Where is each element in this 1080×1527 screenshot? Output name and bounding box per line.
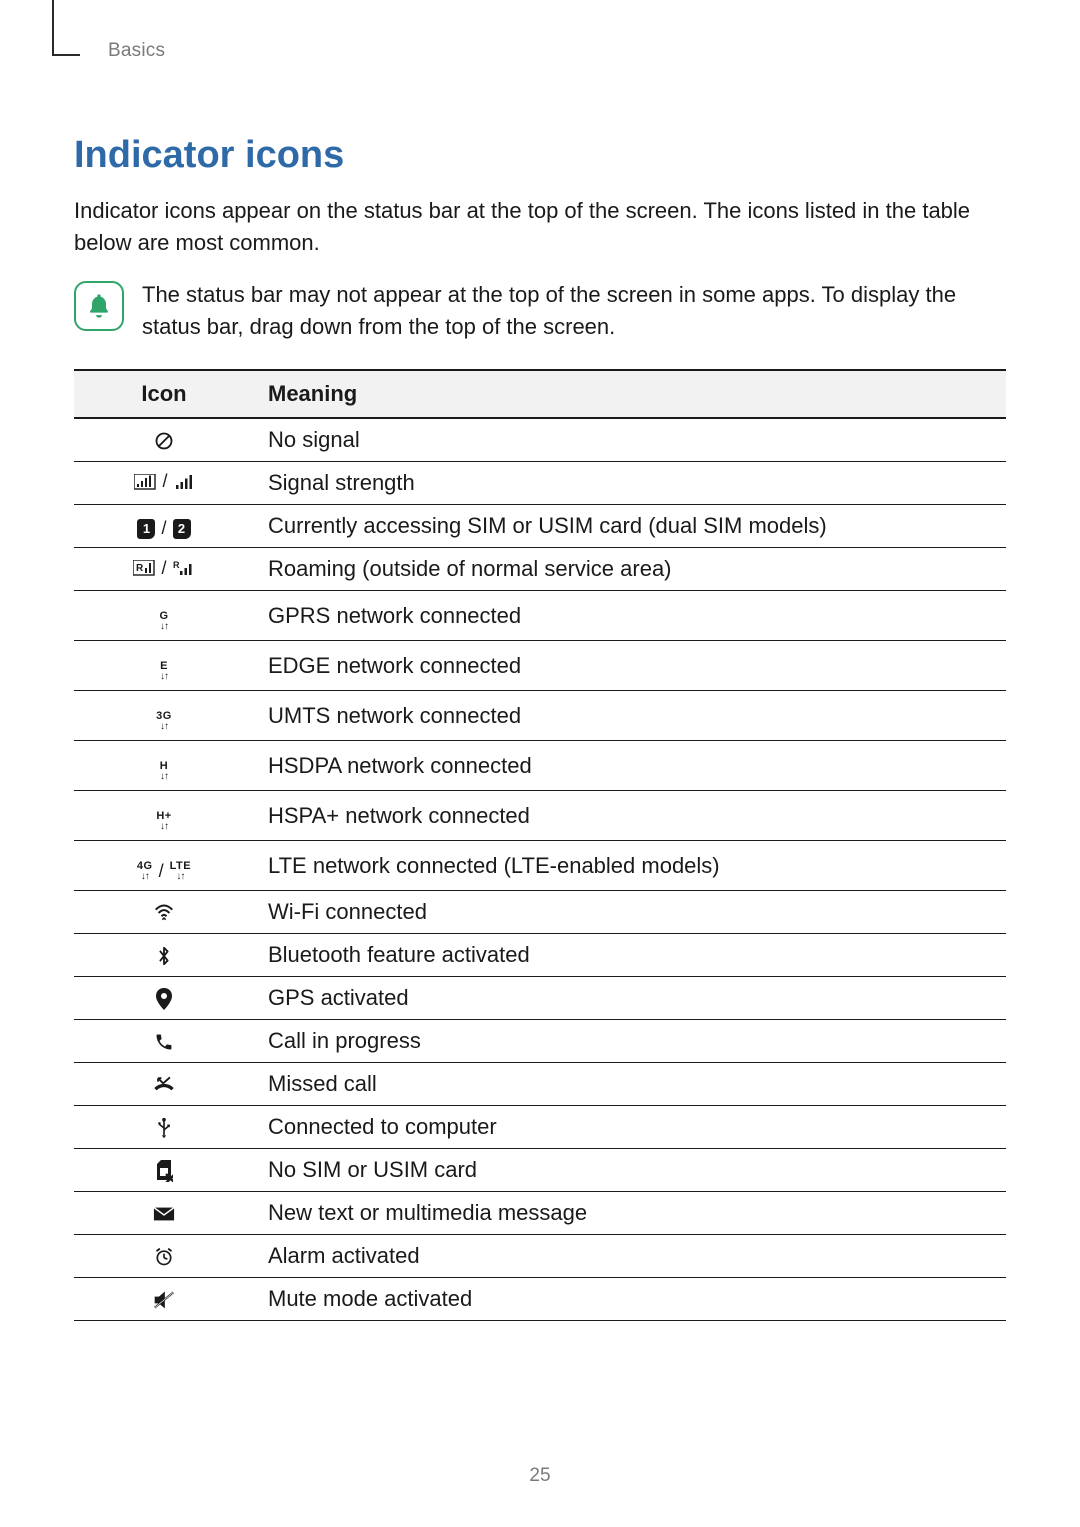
icon-meaning: HSDPA network connected bbox=[254, 741, 1006, 791]
roaming-icon: R/R bbox=[74, 548, 254, 591]
table-row: Mute mode activated bbox=[74, 1278, 1006, 1321]
icon-meaning: Roaming (outside of normal service area) bbox=[254, 548, 1006, 591]
table-row: Connected to computer bbox=[74, 1106, 1006, 1149]
missed-call-icon bbox=[74, 1063, 254, 1106]
svg-text:R: R bbox=[136, 563, 144, 574]
table-row: 1/2Currently accessing SIM or USIM card … bbox=[74, 504, 1006, 548]
icon-meaning: Signal strength bbox=[254, 461, 1006, 504]
icon-meaning: UMTS network connected bbox=[254, 691, 1006, 741]
icon-meaning: Connected to computer bbox=[254, 1106, 1006, 1149]
indicator-icons-table: Icon Meaning No signal/Signal strength1/… bbox=[74, 369, 1006, 1322]
table-row: Call in progress bbox=[74, 1020, 1006, 1063]
icon-meaning: EDGE network connected bbox=[254, 641, 1006, 691]
table-row: H↓↑HSDPA network connected bbox=[74, 741, 1006, 791]
icon-meaning: GPS activated bbox=[254, 977, 1006, 1020]
icon-meaning: Wi-Fi connected bbox=[254, 891, 1006, 934]
alarm-icon bbox=[74, 1235, 254, 1278]
breadcrumb: Basics bbox=[108, 40, 1006, 62]
message-icon bbox=[74, 1192, 254, 1235]
bell-icon bbox=[74, 281, 124, 331]
section-title: Indicator icons bbox=[74, 134, 1006, 177]
mute-icon bbox=[74, 1278, 254, 1321]
table-row: No signal bbox=[74, 418, 1006, 462]
icon-meaning: Currently accessing SIM or USIM card (du… bbox=[254, 504, 1006, 548]
gps-icon bbox=[74, 977, 254, 1020]
wifi-icon bbox=[74, 891, 254, 934]
usb-icon bbox=[74, 1106, 254, 1149]
table-row: 4G↓↑/LTE↓↑LTE network connected (LTE-ena… bbox=[74, 841, 1006, 891]
no-signal-icon bbox=[74, 418, 254, 462]
icon-meaning: Missed call bbox=[254, 1063, 1006, 1106]
hsdpa-icon: H↓↑ bbox=[74, 741, 254, 791]
icon-meaning: Alarm activated bbox=[254, 1235, 1006, 1278]
no-sim-icon bbox=[74, 1149, 254, 1192]
gprs-icon: G↓↑ bbox=[74, 591, 254, 641]
signal-strength-icon: / bbox=[74, 461, 254, 504]
table-row: H+↓↑HSPA+ network connected bbox=[74, 791, 1006, 841]
page-tab-mark bbox=[52, 0, 54, 56]
bluetooth-icon bbox=[74, 934, 254, 977]
hspa-plus-icon: H+↓↑ bbox=[74, 791, 254, 841]
icon-meaning: Call in progress bbox=[254, 1020, 1006, 1063]
icon-meaning: Bluetooth feature activated bbox=[254, 934, 1006, 977]
table-row: Bluetooth feature activated bbox=[74, 934, 1006, 977]
icon-meaning: LTE network connected (LTE-enabled model… bbox=[254, 841, 1006, 891]
page-number: 25 bbox=[0, 1465, 1080, 1487]
col-header-icon: Icon bbox=[74, 370, 254, 418]
table-row: Wi-Fi connected bbox=[74, 891, 1006, 934]
col-header-meaning: Meaning bbox=[254, 370, 1006, 418]
umts-icon: 3G↓↑ bbox=[74, 691, 254, 741]
table-row: GPS activated bbox=[74, 977, 1006, 1020]
table-row: New text or multimedia message bbox=[74, 1192, 1006, 1235]
table-row: Alarm activated bbox=[74, 1235, 1006, 1278]
icon-meaning: No signal bbox=[254, 418, 1006, 462]
table-row: G↓↑GPRS network connected bbox=[74, 591, 1006, 641]
icon-meaning: Mute mode activated bbox=[254, 1278, 1006, 1321]
table-row: Missed call bbox=[74, 1063, 1006, 1106]
icon-meaning: New text or multimedia message bbox=[254, 1192, 1006, 1235]
icon-meaning: HSPA+ network connected bbox=[254, 791, 1006, 841]
call-icon bbox=[74, 1020, 254, 1063]
table-header-row: Icon Meaning bbox=[74, 370, 1006, 418]
note-text: The status bar may not appear at the top… bbox=[142, 279, 1006, 343]
note-callout: The status bar may not appear at the top… bbox=[74, 279, 1006, 343]
table-row: R/RRoaming (outside of normal service ar… bbox=[74, 548, 1006, 591]
table-row: 3G↓↑UMTS network connected bbox=[74, 691, 1006, 741]
sim-1-2-icon: 1/2 bbox=[74, 504, 254, 548]
intro-text: Indicator icons appear on the status bar… bbox=[74, 195, 1006, 259]
lte-icon: 4G↓↑/LTE↓↑ bbox=[74, 841, 254, 891]
edge-icon: E↓↑ bbox=[74, 641, 254, 691]
table-row: E↓↑EDGE network connected bbox=[74, 641, 1006, 691]
table-row: No SIM or USIM card bbox=[74, 1149, 1006, 1192]
svg-text:R: R bbox=[173, 560, 180, 570]
icon-meaning: No SIM or USIM card bbox=[254, 1149, 1006, 1192]
icon-meaning: GPRS network connected bbox=[254, 591, 1006, 641]
table-row: /Signal strength bbox=[74, 461, 1006, 504]
